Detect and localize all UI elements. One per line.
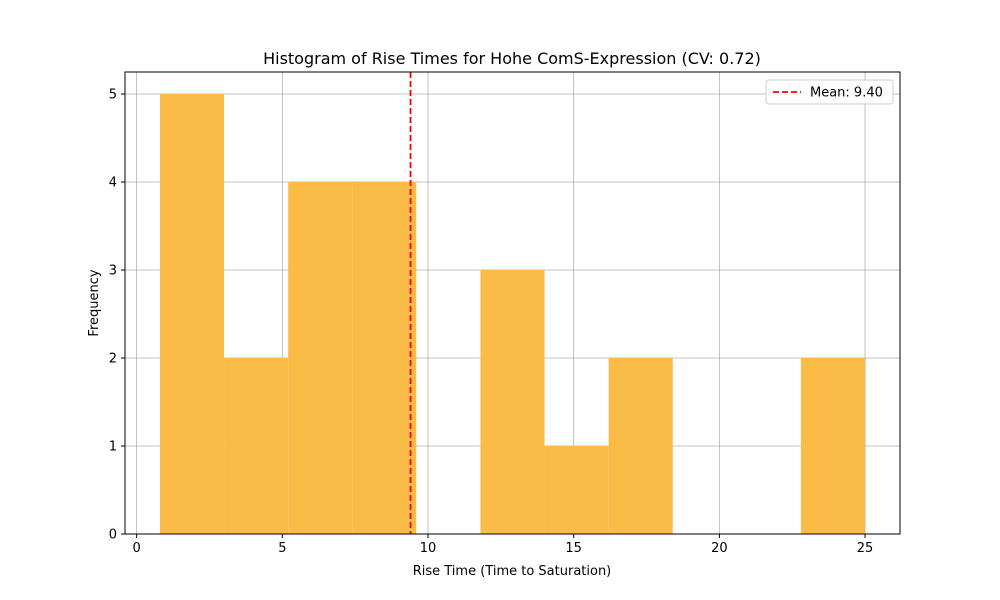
histogram-bar (159, 94, 225, 534)
histogram-bar (352, 182, 417, 534)
histogram-bar (608, 358, 673, 534)
y-axis-label: Frequency (87, 269, 102, 336)
y-tick-label: 0 (109, 528, 117, 543)
x-axis-label: Rise Time (Time to Saturation) (413, 564, 612, 579)
x-tick-label: 25 (857, 541, 874, 556)
x-tick-label: 5 (278, 541, 286, 556)
x-tick-label: 20 (711, 541, 728, 556)
x-tick-label: 0 (133, 541, 141, 556)
legend: Mean: 9.40 (765, 79, 894, 105)
y-tick-label: 2 (109, 352, 117, 367)
histogram-bar (544, 446, 609, 534)
legend-box (765, 79, 894, 105)
axis-ticks: 0 5 10 15 20 25 0 1 2 3 4 5 (109, 88, 874, 557)
x-tick-label: 15 (565, 541, 582, 556)
histogram-bar (480, 270, 545, 534)
y-tick-label: 3 (109, 264, 117, 279)
y-tick-label: 5 (109, 88, 117, 103)
x-tick-label: 10 (420, 541, 437, 556)
chart-title: Histogram of Rise Times for Hohe ComS-Ex… (263, 49, 761, 68)
y-tick-label: 1 (109, 440, 117, 455)
y-tick-label: 4 (109, 176, 117, 191)
histogram-bar (288, 182, 353, 534)
histogram-bars (159, 94, 866, 534)
legend-mean-label: Mean: 9.40 (810, 86, 883, 101)
plot-frame (124, 71, 901, 535)
histogram-bar (800, 358, 866, 534)
histogram-bar (224, 358, 289, 534)
